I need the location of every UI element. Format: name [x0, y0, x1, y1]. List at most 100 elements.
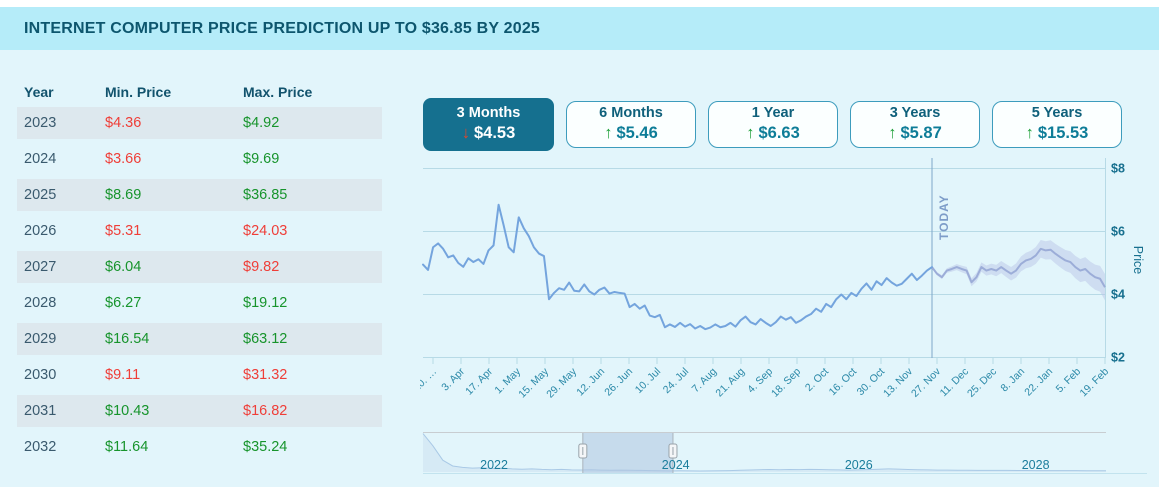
x-tick-label: 22. Jan [1022, 366, 1055, 399]
tab-3-months[interactable]: 3 Months ↓ $4.53 [423, 97, 554, 151]
tab-price: $5.87 [900, 124, 942, 143]
x-tick-label: 29. May [544, 365, 579, 400]
x-tick-label: 12. Jun [574, 366, 607, 399]
table-row-2029: 2029 $16.54 $63.12 [17, 323, 382, 355]
table-row-2027: 2027 $6.04 $9.82 [17, 251, 382, 283]
tab-label: 3 Years [889, 105, 941, 122]
navigator-year-label: 2022 [480, 458, 508, 472]
year-cell: 2026 [24, 223, 57, 239]
tab-1-year[interactable]: 1 Year ↑ $6.63 [708, 100, 838, 148]
table-row-2024: 2024 $3.66 $9.69 [17, 143, 382, 175]
navigator-sparkline [422, 433, 1106, 472]
down-arrow-icon: ↓ [461, 124, 470, 143]
max-price-cell: $4.92 [243, 115, 280, 131]
min-price-cell: $6.04 [105, 259, 142, 275]
table-row-2025: 2025 $8.69 $36.85 [17, 179, 382, 211]
table-row-2028: 2028 $6.27 $19.12 [17, 287, 382, 319]
y-tick-label: $2 [1111, 351, 1125, 365]
max-price-cell: $16.82 [243, 403, 288, 419]
navigator-year-label: 2028 [1022, 458, 1050, 472]
year-cell: 2028 [24, 295, 57, 311]
page-title: INTERNET COMPUTER PRICE PREDICTION UP TO… [24, 19, 541, 37]
year-cell: 2025 [24, 187, 57, 203]
price-prediction-table: Year Min. Price Max. Price 2023 $4.36 $4.9… [17, 78, 382, 467]
forecast-band [932, 240, 1105, 301]
x-tick-label: 19. Feb [1077, 366, 1111, 400]
up-arrow-icon: ↑ [1025, 124, 1034, 143]
y-tick-label: $8 [1111, 162, 1125, 176]
tab-5-years[interactable]: 5 Years ↑ $15.53 [992, 100, 1122, 148]
table-body: 2023 $4.36 $4.92 2024 $3.66 $9.69 2025 $8.69 $36… [17, 107, 382, 463]
min-price-cell: $16.54 [105, 331, 150, 347]
x-tick-label: 16. Oct [827, 366, 859, 398]
tab-label: 6 Months [599, 105, 663, 122]
max-price-cell: $9.82 [243, 259, 280, 275]
year-cell: 2024 [24, 151, 57, 167]
min-price-cell: $11.64 [105, 439, 149, 455]
y-tick-label: $6 [1111, 225, 1125, 239]
max-price-cell: $9.69 [243, 151, 280, 167]
min-price-cell: $10.43 [105, 403, 150, 419]
x-tick-label: 18. Sep [769, 366, 803, 400]
table-header: Year Min. Price Max. Price [17, 78, 382, 107]
tab-label: 5 Years [1031, 105, 1083, 122]
min-price-cell: $3.66 [105, 151, 142, 167]
tab-3-years[interactable]: 3 Years ↑ $5.87 [850, 100, 980, 148]
forecast-line [931, 247, 1106, 288]
x-tick-label: 10. Jul [633, 366, 663, 396]
min-price-cell: $5.31 [105, 223, 142, 239]
year-cell: 2027 [24, 259, 57, 275]
table-row-2030: 2030 $9.11 $31.32 [17, 359, 382, 391]
x-tick-label: 17. Apr [463, 365, 495, 397]
x-tick-label: 25. Dec [965, 366, 999, 400]
tab-value: ↑ $15.53 [1026, 123, 1089, 144]
min-price-cell: $9.11 [105, 367, 141, 383]
min-price-cell: $6.27 [105, 295, 142, 311]
max-price-cell: $36.85 [243, 187, 288, 203]
tab-price: $6.63 [758, 124, 800, 143]
year-cell: 2029 [24, 331, 57, 347]
x-tick-label: 13. Nov [881, 365, 916, 400]
table-row-2023: 2023 $4.36 $4.92 [17, 107, 382, 139]
max-price-cell: $63.12 [243, 331, 288, 347]
col-header-year: Year [24, 84, 54, 100]
tab-value: ↑ $5.87 [888, 123, 942, 144]
x-tick-label: 20. … [420, 366, 439, 394]
up-arrow-icon: ↑ [746, 124, 755, 143]
up-arrow-icon: ↑ [604, 124, 613, 143]
tab-value: ↑ $6.63 [746, 123, 800, 144]
navigator-year-label: 2026 [845, 458, 873, 472]
table-row-2026: 2026 $5.31 $24.03 [17, 215, 382, 247]
year-cell: 2030 [24, 367, 57, 383]
max-price-cell: $19.12 [243, 295, 288, 311]
chart-navigator[interactable]: 2022 2024 2026 2028 [420, 429, 1159, 479]
year-cell: 2031 [24, 403, 57, 419]
price-axis-title: Price [1131, 246, 1145, 275]
x-tick-label: 11. Dec [938, 366, 972, 400]
x-tick-label: 27. Nov [909, 365, 944, 400]
max-price-cell: $31.32 [243, 367, 288, 383]
navigator-year-label: 2024 [662, 458, 690, 472]
y-tick-label: $4 [1111, 288, 1125, 302]
tab-label: 3 Months [456, 105, 521, 122]
tab-label: 1 Year [751, 105, 795, 122]
col-header-min-price: Min. Price [105, 84, 172, 100]
tab-price: $4.53 [473, 124, 516, 143]
min-price-cell: $4.36 [105, 115, 142, 131]
navigator-area [423, 433, 1106, 472]
x-tick-label: 26. Jun [602, 366, 635, 399]
tab-6-months[interactable]: 6 Months ↑ $5.46 [566, 100, 696, 148]
today-label: TODAY [937, 194, 951, 240]
x-tick-label: 24. Jul [661, 366, 691, 396]
header-band: INTERNET COMPUTER PRICE PREDICTION UP TO… [0, 7, 1159, 50]
tab-value: ↓ $4.53 [462, 123, 516, 144]
tab-price: $15.53 [1037, 124, 1089, 143]
max-price-cell: $24.03 [243, 223, 288, 239]
tab-price: $5.46 [616, 124, 658, 143]
col-header-max-price: Max. Price [243, 84, 313, 100]
tab-value: ↑ $5.46 [604, 123, 658, 144]
period-tabs: 3 Months ↓ $4.53 6 Months ↑ $5.46 1 Year ↑ $6.63… [423, 96, 1122, 152]
navigator-selection[interactable] [582, 433, 673, 473]
max-price-cell: $35.24 [243, 439, 288, 455]
